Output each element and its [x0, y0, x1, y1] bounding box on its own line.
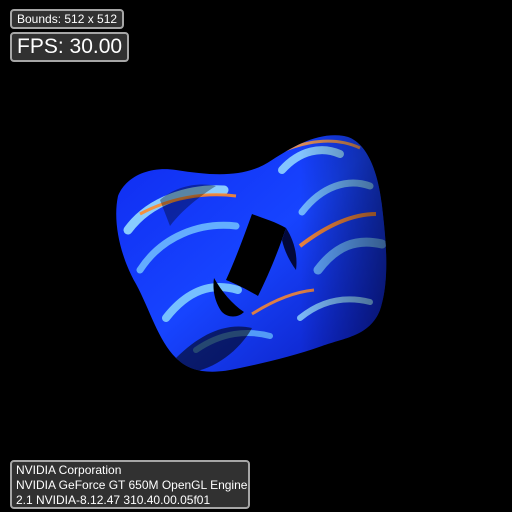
torus-hole	[226, 214, 286, 296]
bounds-label: Bounds: 512 x 512	[10, 9, 125, 29]
torus-shading	[123, 135, 387, 372]
renderer-info-panel: NVIDIA Corporation NVIDIA GeForce GT 650…	[10, 460, 250, 509]
orange-stripe	[139, 193, 237, 216]
fps-counter: FPS: 30.00	[10, 32, 130, 62]
renderer-version: 2.1 NVIDIA-8.12.47 310.40.00.05f01	[16, 493, 211, 507]
renderer-engine: NVIDIA GeForce GT 650M OpenGL Engine	[16, 478, 248, 492]
renderer-vendor: NVIDIA Corporation	[16, 463, 122, 477]
